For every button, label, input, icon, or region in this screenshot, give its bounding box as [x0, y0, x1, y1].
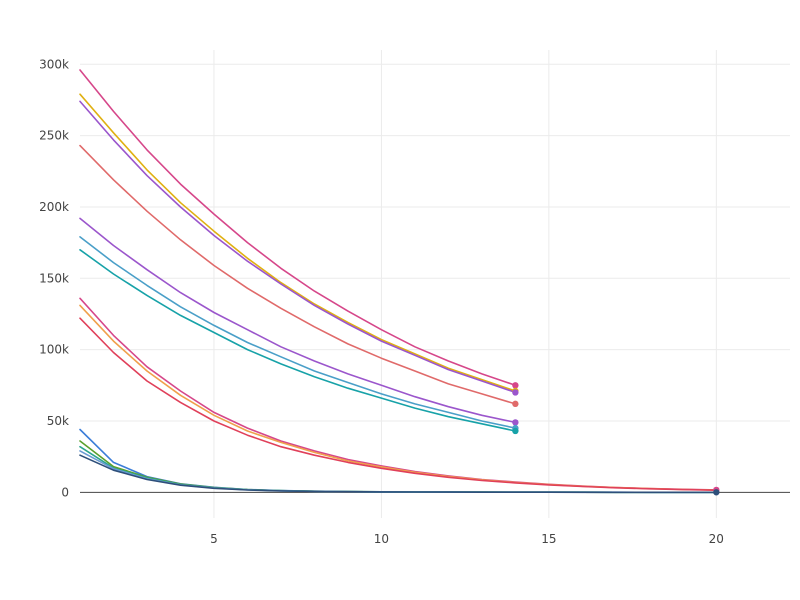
x-tick-label: 15: [541, 532, 556, 546]
series-line-2: [79, 93, 517, 392]
y-tick-label: 250k: [39, 129, 69, 143]
series-line-4: [79, 144, 517, 405]
series-line-10: [79, 317, 718, 492]
x-tick-label: 10: [374, 532, 389, 546]
series-line-3: [79, 100, 517, 394]
y-tick-label: 0: [61, 485, 69, 499]
x-tick-label: 5: [210, 532, 218, 546]
series-line-5: [79, 217, 517, 424]
series-line-1: [79, 69, 517, 387]
series-end-markers: [512, 382, 720, 496]
series-end-point-1: [512, 382, 519, 389]
series-line-7: [79, 249, 517, 432]
series-end-point-15: [713, 489, 720, 496]
y-tick-label: 150k: [39, 271, 69, 285]
y-tick-label: 50k: [47, 414, 69, 428]
y-axis-tick-labels: 0 50k 100k 150k 200k 250k 300k: [39, 57, 69, 499]
y-gridlines: [80, 63, 790, 422]
series-line-6: [79, 236, 517, 429]
series-end-point-5: [512, 419, 519, 426]
series-line-8: [79, 297, 718, 491]
x-gridlines: [213, 50, 717, 518]
y-tick-label: 100k: [39, 343, 69, 357]
series-end-point-7: [512, 427, 519, 435]
y-tick-label: 200k: [39, 200, 69, 214]
x-axis-tick-labels: 5 10 15 20: [210, 532, 724, 546]
series-line-9: [79, 304, 718, 491]
x-tick-label: 20: [709, 532, 724, 546]
series-lines: [79, 69, 718, 494]
series-end-point-3: [512, 389, 519, 396]
series-line-15: [79, 454, 718, 494]
y-tick-label: 300k: [39, 57, 69, 71]
series-end-point-4: [512, 400, 519, 408]
